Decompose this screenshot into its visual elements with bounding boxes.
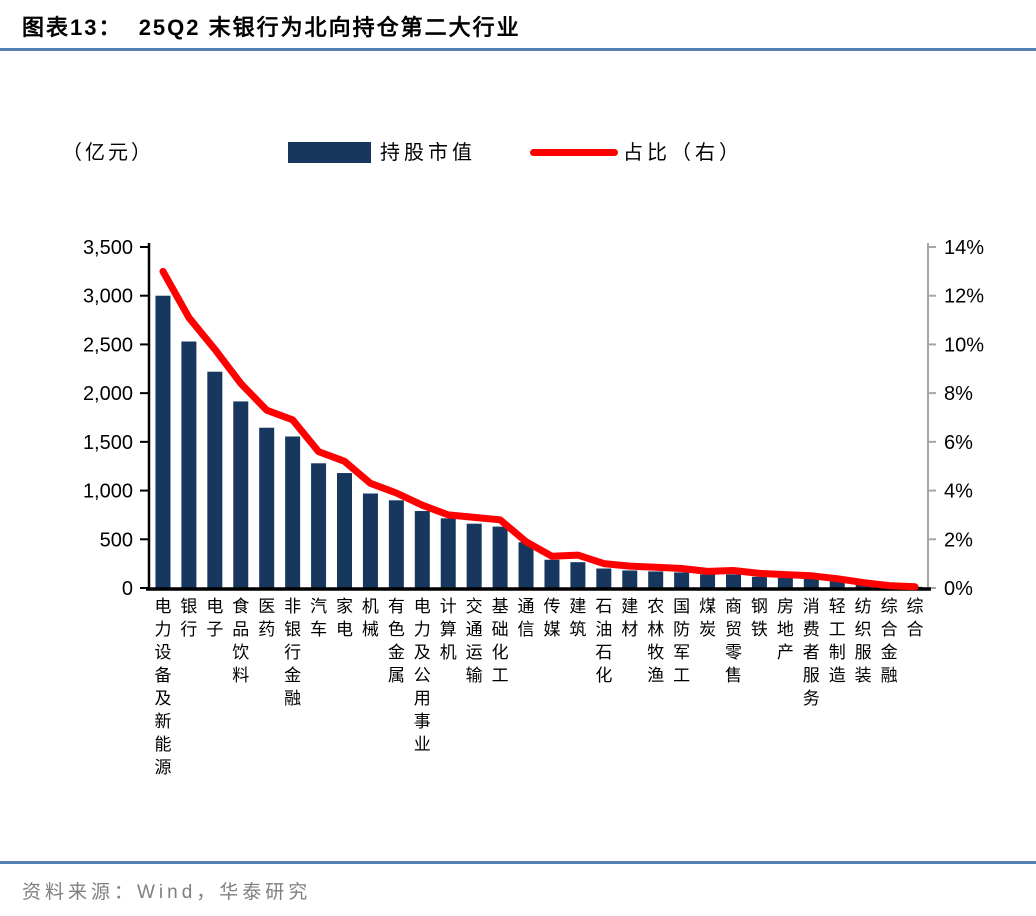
axis-unit-label: （亿元）: [62, 142, 154, 164]
bar: [337, 473, 352, 588]
left-axis-tick-label: 1,000: [83, 481, 133, 503]
x-axis-label: 家电: [336, 597, 353, 639]
right-axis-tick-label: 4%: [944, 481, 973, 503]
x-axis-label: 消费者服务: [803, 597, 820, 708]
bar: [181, 341, 197, 588]
x-axis-label: 电力设备及新能源: [154, 597, 171, 777]
x-axis-label: 综合金融: [881, 597, 898, 685]
x-axis-label: 计算机: [440, 597, 457, 662]
x-axis-label: 煤炭: [699, 597, 716, 639]
right-axis-tick-label: 10%: [944, 334, 984, 356]
bar: [674, 572, 690, 588]
x-axis-label: 电子: [206, 597, 223, 639]
bar: [648, 571, 664, 588]
bar: [414, 511, 430, 588]
x-axis-label: 银行: [180, 597, 197, 639]
bar: [466, 523, 482, 588]
left-axis-tick-label: 2,000: [83, 383, 133, 405]
x-axis-label: 医药: [258, 597, 275, 639]
bar: [233, 401, 249, 588]
left-axis-tick-label: 2,500: [83, 334, 133, 356]
bar: [388, 500, 404, 588]
bar: [311, 463, 327, 588]
bar: [207, 371, 223, 588]
bar: [829, 581, 845, 588]
x-axis-label: 非银行金融: [284, 597, 301, 708]
left-axis-tick-label: 500: [100, 529, 133, 551]
right-axis-tick-label: 2%: [944, 529, 973, 551]
x-axis-label: 传媒: [543, 597, 560, 639]
bar: [259, 427, 275, 588]
bar: [155, 295, 171, 588]
x-axis-label: 汽车: [310, 597, 327, 639]
right-axis-tick-label: 14%: [944, 237, 984, 259]
bar: [544, 559, 560, 588]
bar: [751, 576, 767, 588]
x-axis-label: 机械: [362, 597, 379, 639]
x-axis-label: 建材: [621, 597, 638, 639]
bar: [726, 574, 741, 588]
right-axis-tick-label: 6%: [944, 432, 973, 454]
right-axis-tick-label: 12%: [944, 286, 984, 308]
title-divider: [0, 48, 1036, 51]
bar: [492, 526, 508, 588]
x-axis-label: 房地产: [777, 597, 794, 662]
chart-title: 图表13： 25Q2 末银行为北向持仓第二大行业: [22, 15, 521, 40]
x-axis-label: 国防军工: [673, 597, 690, 685]
bar: [518, 542, 534, 588]
x-axis-label: 基础化工: [492, 597, 509, 685]
x-axis-label: 纺织服装: [855, 597, 872, 685]
bar: [570, 562, 586, 588]
x-axis-label: 交通运输: [466, 597, 483, 685]
x-axis-label: 电力及公用事业: [414, 597, 431, 754]
x-axis-label: 建筑: [569, 597, 586, 639]
source-text: 资料来源：Wind，华泰研究: [22, 882, 312, 903]
x-axis-label: 轻工制造: [829, 597, 846, 685]
x-axis-label: 食品饮料: [232, 597, 249, 685]
left-axis-tick-label: 3,500: [83, 237, 133, 259]
left-axis-tick-label: 1,500: [83, 432, 133, 454]
left-axis-tick-label: 3,000: [83, 286, 133, 308]
line-series-swatch-icon: [530, 149, 618, 156]
proportion-line: [159, 267, 919, 591]
bar: [622, 570, 638, 588]
x-axis-label: 有色金属: [388, 597, 405, 685]
bar-series-swatch-icon: [288, 142, 371, 163]
bar: [803, 578, 819, 588]
bar: [362, 493, 378, 588]
left-axis-tick-label: 0: [122, 578, 133, 600]
bar: [700, 574, 716, 588]
x-axis-label: 石油石化: [595, 597, 612, 685]
x-axis-label: 农林牧渔: [647, 597, 664, 685]
bar: [596, 568, 612, 588]
x-axis-label: 商贸零售: [725, 597, 742, 685]
source-divider: [0, 861, 1036, 864]
x-axis-label: 通信: [518, 597, 535, 639]
bar: [285, 436, 301, 588]
legend-bar-series-label: 持股市值: [380, 142, 476, 164]
right-axis-tick-label: 8%: [944, 383, 973, 405]
legend-line-series-label: 占比（右）: [623, 142, 743, 164]
bar: [777, 577, 793, 588]
bar: [440, 518, 456, 588]
x-axis-label: 综合: [907, 597, 924, 639]
x-axis-label: 钢铁: [751, 597, 768, 639]
right-axis-tick-label: 0%: [944, 578, 973, 600]
